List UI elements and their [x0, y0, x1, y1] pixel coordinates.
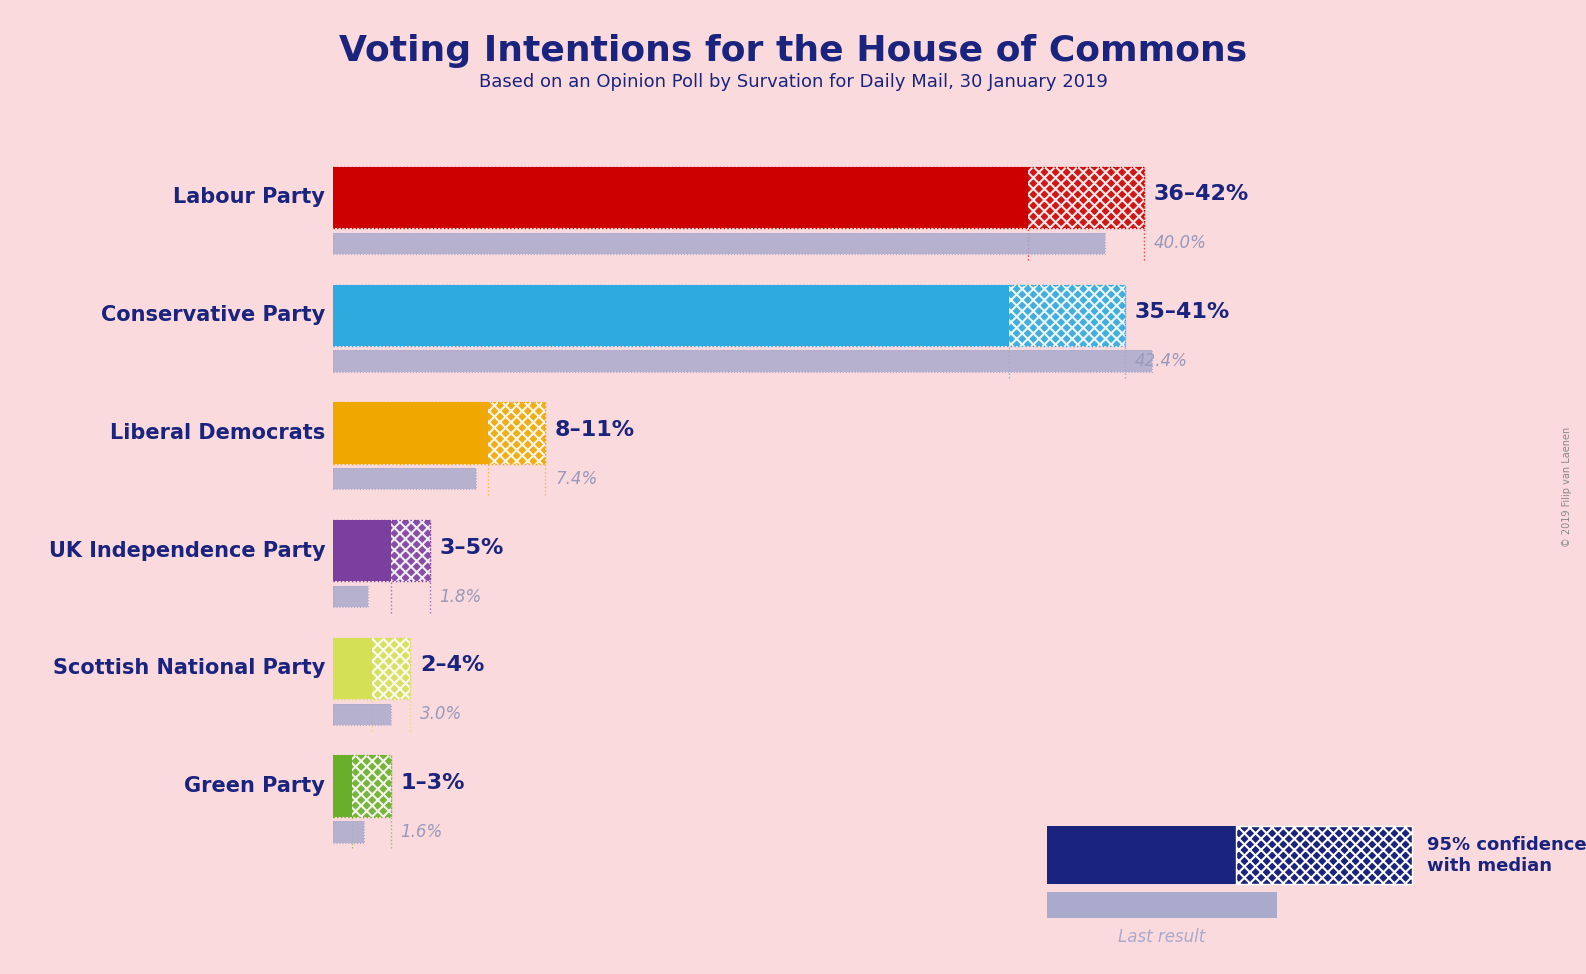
Bar: [333, 703, 392, 725]
Text: 7.4%: 7.4%: [555, 469, 598, 488]
Text: 8–11%: 8–11%: [555, 420, 636, 440]
Text: Last result: Last result: [1118, 928, 1205, 946]
Bar: [333, 468, 476, 489]
Text: Based on an Opinion Poll by Survation for Daily Mail, 30 January 2019: Based on an Opinion Poll by Survation fo…: [479, 73, 1107, 91]
Text: Scottish National Party: Scottish National Party: [52, 658, 325, 678]
Text: Conservative Party: Conservative Party: [102, 305, 325, 325]
Bar: [333, 821, 363, 843]
Text: UK Independence Party: UK Independence Party: [49, 541, 325, 561]
Bar: [333, 233, 1105, 254]
Bar: [333, 821, 363, 843]
Bar: [333, 638, 411, 699]
Bar: [333, 402, 487, 464]
Bar: [1009, 284, 1124, 346]
Bar: [333, 586, 368, 607]
Text: 36–42%: 36–42%: [1153, 184, 1248, 205]
Text: 1.6%: 1.6%: [401, 823, 442, 841]
Bar: [1028, 167, 1144, 228]
Bar: [333, 167, 1028, 228]
Bar: [333, 468, 476, 489]
Bar: [352, 756, 392, 816]
Text: 1–3%: 1–3%: [401, 773, 465, 793]
Bar: [333, 756, 392, 816]
Text: 2–4%: 2–4%: [420, 656, 484, 675]
Bar: [333, 756, 352, 816]
Text: 3–5%: 3–5%: [439, 538, 504, 557]
Bar: [333, 351, 1151, 372]
Bar: [333, 284, 1124, 346]
Text: 40.0%: 40.0%: [1153, 235, 1207, 252]
Text: Labour Party: Labour Party: [173, 187, 325, 207]
Bar: [333, 638, 371, 699]
Bar: [392, 520, 430, 581]
Bar: [333, 520, 430, 581]
Text: Green Party: Green Party: [184, 776, 325, 796]
Text: 95% confidence interval
with median: 95% confidence interval with median: [1427, 836, 1586, 875]
Bar: [487, 402, 546, 464]
Text: 42.4%: 42.4%: [1134, 352, 1188, 370]
Text: Voting Intentions for the House of Commons: Voting Intentions for the House of Commo…: [339, 34, 1247, 68]
Text: Liberal Democrats: Liberal Democrats: [109, 423, 325, 443]
Bar: [333, 703, 392, 725]
Bar: [371, 638, 411, 699]
Bar: [333, 402, 546, 464]
Text: 3.0%: 3.0%: [420, 705, 462, 724]
Bar: [333, 167, 1144, 228]
Bar: [333, 351, 1151, 372]
Text: 35–41%: 35–41%: [1134, 302, 1229, 322]
Bar: [333, 233, 1105, 254]
Text: © 2019 Filip van Laenen: © 2019 Filip van Laenen: [1562, 427, 1572, 547]
Bar: [333, 284, 1009, 346]
Text: 1.8%: 1.8%: [439, 587, 482, 606]
Bar: [333, 586, 368, 607]
Bar: [333, 520, 392, 581]
